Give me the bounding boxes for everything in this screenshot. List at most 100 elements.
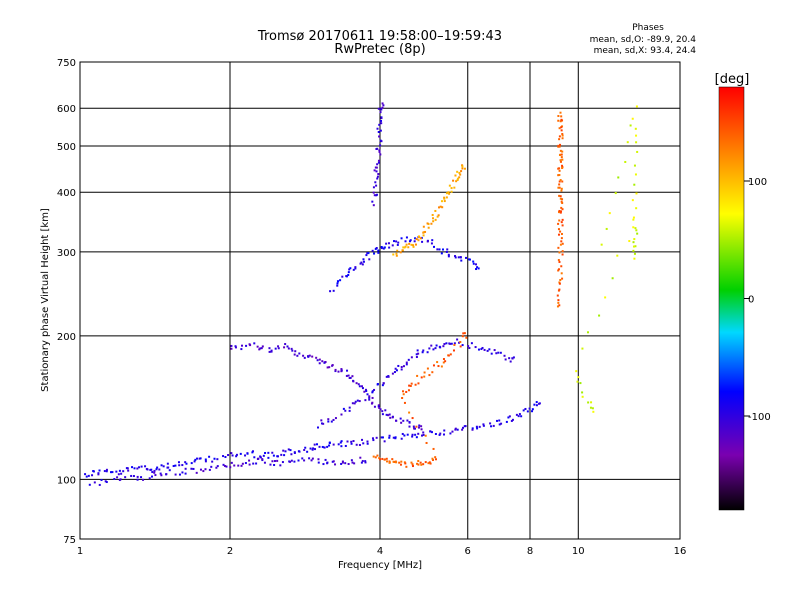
echo-point xyxy=(380,247,383,250)
chart-subtitle: RwPretec (8p) xyxy=(334,42,425,57)
echo-point xyxy=(524,407,527,410)
echo-point xyxy=(446,248,449,251)
echo-point xyxy=(557,174,560,177)
echo-point xyxy=(366,442,369,445)
echo-point xyxy=(230,344,233,347)
echo-point xyxy=(148,477,151,480)
echo-point xyxy=(403,401,406,404)
echo-point xyxy=(470,342,473,345)
echo-point xyxy=(510,419,513,422)
echo-point xyxy=(440,365,443,368)
echo-point xyxy=(283,454,286,457)
echo-point xyxy=(378,149,381,152)
echo-point xyxy=(395,419,398,422)
echo-point xyxy=(293,353,296,356)
echo-point xyxy=(471,428,474,431)
echo-point xyxy=(558,135,561,138)
echo-point xyxy=(444,360,447,363)
echo-point xyxy=(452,179,455,182)
echo-point xyxy=(303,356,306,359)
echo-point xyxy=(283,346,286,349)
echo-point xyxy=(460,259,463,262)
colorbar-tick-label: 0 xyxy=(748,295,754,306)
echo-point xyxy=(334,370,337,373)
echo-point xyxy=(468,258,471,261)
echo-point xyxy=(144,465,147,468)
echo-point xyxy=(480,348,483,351)
echo-point xyxy=(379,144,382,147)
echo-point xyxy=(428,347,431,350)
echo-point xyxy=(419,461,422,464)
echo-point xyxy=(422,431,425,434)
echo-point xyxy=(558,288,561,291)
echo-point xyxy=(467,345,470,348)
echo-point xyxy=(557,269,560,272)
echo-point xyxy=(376,147,379,150)
echo-point xyxy=(417,352,420,355)
echo-point xyxy=(385,242,388,245)
echo-point xyxy=(293,460,296,463)
echo-point xyxy=(87,474,90,477)
echo-point xyxy=(561,202,564,205)
echo-point xyxy=(115,470,118,473)
echo-point xyxy=(405,363,408,366)
echo-point xyxy=(508,357,511,360)
echo-point xyxy=(559,179,562,182)
echo-point xyxy=(361,387,364,390)
echo-point xyxy=(393,371,396,374)
echo-point xyxy=(557,259,560,262)
echo-point xyxy=(590,401,593,404)
echo-point xyxy=(399,417,402,420)
echo-point xyxy=(405,465,408,468)
echo-point xyxy=(277,347,280,350)
echo-point xyxy=(432,245,435,248)
echo-point xyxy=(368,258,371,261)
echo-point xyxy=(380,245,383,248)
echo-point xyxy=(353,402,356,405)
echo-point xyxy=(376,127,379,130)
echo-point xyxy=(154,474,157,477)
echo-point xyxy=(318,445,321,448)
echo-point xyxy=(263,461,266,464)
echo-point xyxy=(316,443,319,446)
echo-point xyxy=(307,355,310,358)
echo-point xyxy=(98,469,101,472)
echo-point xyxy=(317,426,320,429)
echo-point xyxy=(151,475,154,478)
echo-point xyxy=(184,461,187,464)
echo-point xyxy=(204,458,207,461)
echo-point xyxy=(181,464,184,467)
echo-point xyxy=(558,251,561,254)
echo-point xyxy=(380,119,383,122)
echo-point xyxy=(447,255,450,258)
x-axis-ticks: 1 2 4 6 8 10 16 xyxy=(77,546,687,557)
echo-point xyxy=(472,260,475,263)
echo-point xyxy=(472,262,475,265)
echo-point xyxy=(239,452,242,455)
echo-point xyxy=(420,425,423,428)
echo-point xyxy=(445,196,448,199)
echo-point xyxy=(261,345,264,348)
echo-point xyxy=(447,354,450,357)
echo-point xyxy=(591,407,594,410)
echo-point xyxy=(421,351,424,354)
y-tick-label: 300 xyxy=(57,248,76,259)
echo-point xyxy=(376,175,379,178)
echo-point xyxy=(576,380,579,383)
echo-point xyxy=(366,393,369,396)
echo-point xyxy=(377,159,380,162)
echo-point xyxy=(116,476,119,479)
echo-point xyxy=(408,421,411,424)
echo-point xyxy=(557,228,560,231)
echo-point xyxy=(267,451,270,454)
echo-point xyxy=(193,460,196,463)
echo-point xyxy=(269,463,272,466)
echo-point xyxy=(560,265,563,268)
echo-point xyxy=(423,371,426,374)
echo-point xyxy=(434,456,437,459)
echo-point xyxy=(303,459,306,462)
colorbar-tick-label: -100 xyxy=(748,412,771,423)
echo-point xyxy=(318,358,321,361)
echo-point xyxy=(402,419,405,422)
echo-point xyxy=(391,372,394,375)
